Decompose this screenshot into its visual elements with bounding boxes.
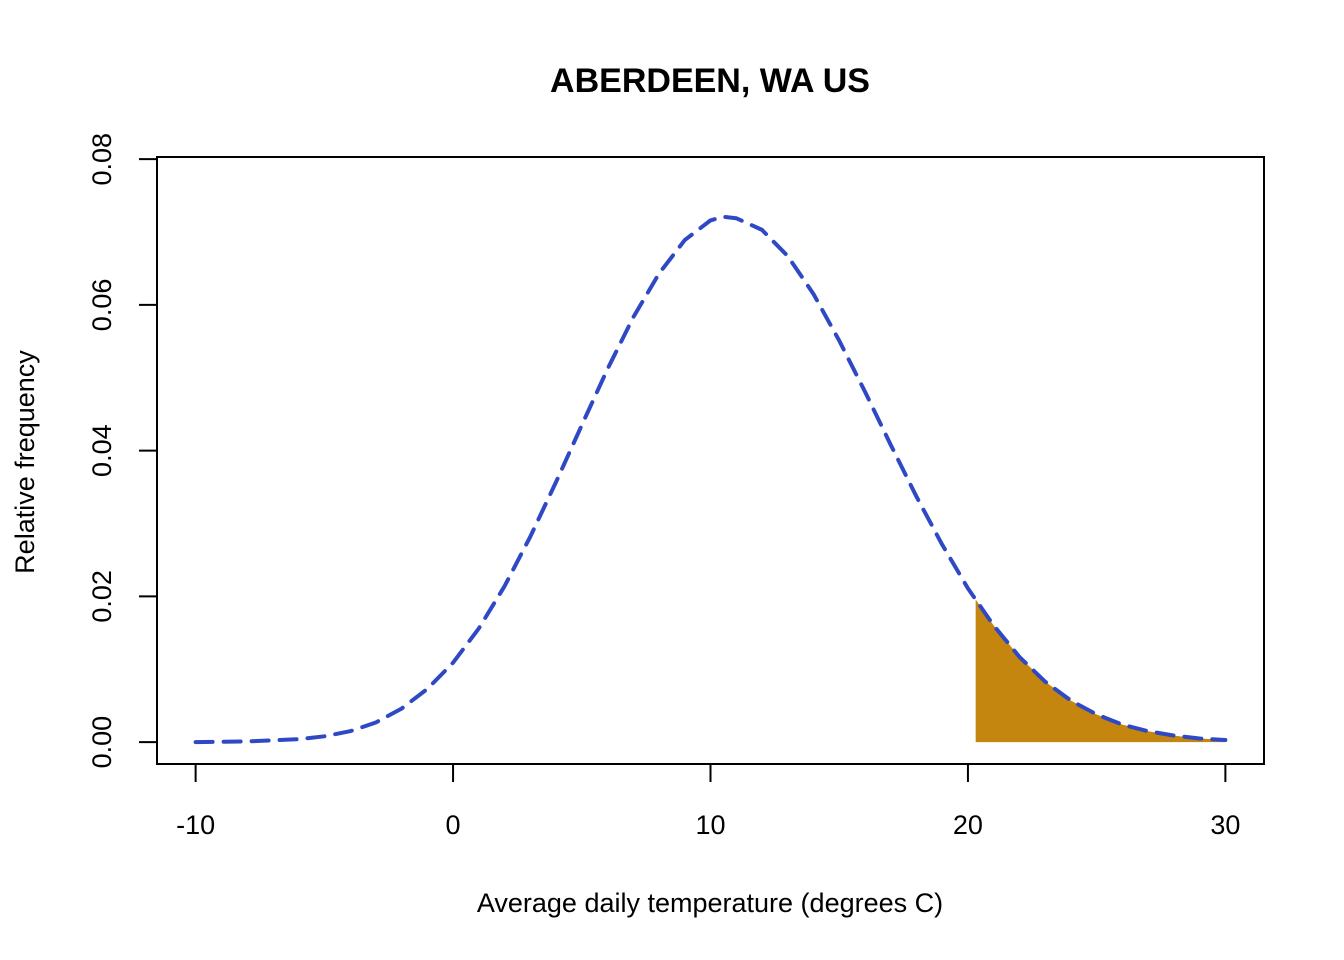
y-axis: 0.00 0.02 0.04 0.06 0.08 <box>87 133 158 769</box>
x-tick-label: -10 <box>176 810 215 840</box>
series-layer <box>193 214 1228 745</box>
density-curve <box>193 214 1228 745</box>
y-tick-label: 0.00 <box>87 716 117 769</box>
x-tick-label: 0 <box>446 810 461 840</box>
x-tick-label: 30 <box>1210 810 1240 840</box>
chart-title: ABERDEEN, WA US <box>550 62 870 100</box>
y-axis-label: Relative frequency <box>10 350 40 574</box>
y-tick-label: 0.04 <box>87 424 117 477</box>
x-axis-label: Average daily temperature (degrees C) <box>477 888 943 918</box>
shaded-tail-layer <box>975 599 1226 743</box>
x-axis: -10 0 10 20 30 <box>176 763 1240 840</box>
x-tick-label: 10 <box>695 810 725 840</box>
y-tick-label: 0.08 <box>87 133 117 186</box>
y-tick-label: 0.02 <box>87 570 117 623</box>
x-tick-label: 20 <box>953 810 983 840</box>
plot-frame <box>156 156 1265 765</box>
y-tick-label: 0.06 <box>87 279 117 332</box>
shaded-tail-area <box>975 599 1226 743</box>
